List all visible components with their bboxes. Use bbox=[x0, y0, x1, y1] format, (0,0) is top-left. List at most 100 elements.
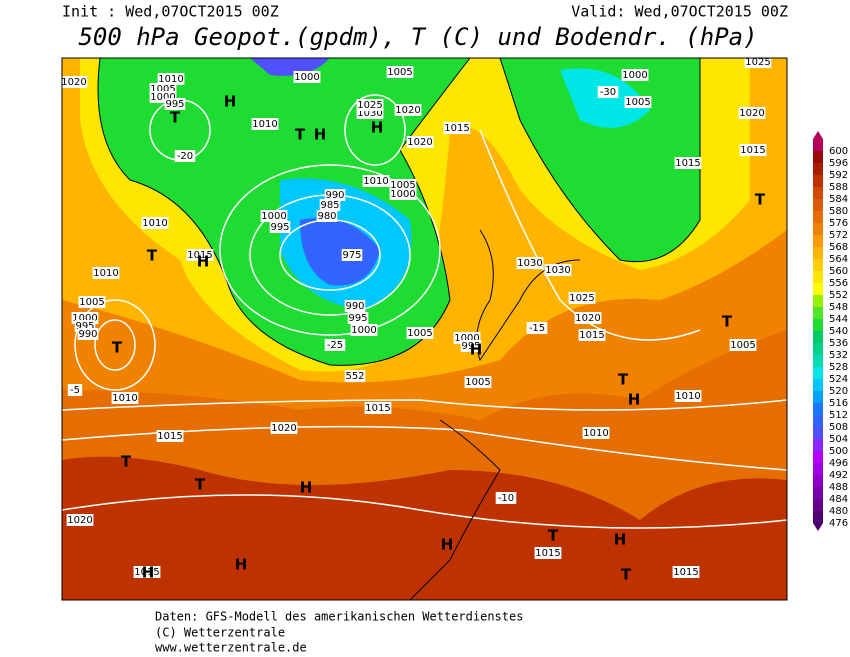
map-label: 1015 bbox=[134, 567, 159, 578]
map-label: 1010 bbox=[158, 74, 183, 85]
label-box bbox=[157, 73, 185, 85]
map-label: 995 bbox=[348, 313, 367, 324]
label-box bbox=[141, 217, 169, 229]
colorbar-swatch bbox=[813, 391, 823, 403]
label-box bbox=[516, 257, 544, 269]
colorbar-swatch bbox=[813, 163, 823, 175]
colorbar-label: 516 bbox=[829, 398, 848, 409]
map-label: 990 bbox=[325, 190, 344, 201]
map-label: 995 bbox=[165, 99, 184, 110]
label-box bbox=[674, 390, 702, 402]
label-box bbox=[324, 189, 346, 201]
pressure-center: T bbox=[722, 313, 733, 331]
colorbar-label: 600 bbox=[829, 146, 848, 157]
pressure-center: H bbox=[197, 253, 210, 271]
label-box bbox=[316, 210, 338, 222]
label-box bbox=[67, 384, 83, 396]
colorbar-label: 576 bbox=[829, 218, 848, 229]
map-label: 1000 bbox=[390, 189, 415, 200]
label-box bbox=[78, 296, 106, 308]
colorbar-swatch bbox=[813, 223, 823, 235]
label-box bbox=[251, 118, 279, 130]
label-box bbox=[526, 322, 548, 334]
map-label: 1000 bbox=[622, 70, 647, 81]
map-label: 1015 bbox=[673, 567, 698, 578]
label-box bbox=[356, 99, 384, 111]
map-label: -30 bbox=[600, 87, 616, 98]
colorbar-arrow-bottom bbox=[813, 523, 823, 531]
map-label: 1015 bbox=[535, 548, 560, 559]
colorbar-label: 572 bbox=[829, 230, 848, 241]
map-label: 1010 bbox=[675, 391, 700, 402]
label-box bbox=[460, 340, 482, 352]
map-label: 1010 bbox=[252, 119, 277, 130]
map-frame bbox=[61, 57, 788, 601]
cold-core-east bbox=[560, 68, 650, 128]
pressure-center: H bbox=[314, 126, 327, 144]
colorbar-label: 584 bbox=[829, 194, 848, 205]
label-box bbox=[621, 69, 649, 81]
colorbar-label: 564 bbox=[829, 254, 848, 265]
colorbar-swatch bbox=[813, 463, 823, 475]
map-label: 1005 bbox=[407, 328, 432, 339]
colorbar-label: 508 bbox=[829, 422, 848, 433]
label-box bbox=[386, 66, 414, 78]
map-label: 1030 bbox=[517, 258, 542, 269]
pressure-center: T bbox=[170, 109, 181, 127]
label-box bbox=[344, 300, 366, 312]
map-label: 1030 bbox=[357, 108, 382, 119]
colorbar-label: 588 bbox=[829, 182, 848, 193]
colorbar-swatch bbox=[813, 487, 823, 499]
map-label: 1000 bbox=[72, 313, 97, 324]
label-box bbox=[319, 199, 341, 211]
pressure-center: H bbox=[470, 341, 483, 359]
label-box bbox=[744, 58, 772, 68]
map-label: -20 bbox=[177, 151, 193, 162]
label-box bbox=[66, 514, 94, 526]
colorbar-swatch bbox=[813, 451, 823, 463]
colorbar-label: 536 bbox=[829, 338, 848, 349]
label-box bbox=[324, 339, 346, 351]
footer-url: www.wetterzentrale.de bbox=[155, 641, 307, 655]
colorbar-label: 560 bbox=[829, 266, 848, 277]
pressure-center: H bbox=[441, 536, 454, 554]
label-box bbox=[156, 430, 184, 442]
label-box bbox=[574, 312, 602, 324]
map-label: 1020 bbox=[407, 137, 432, 148]
colorbar-label: 524 bbox=[829, 374, 848, 385]
label-box bbox=[133, 566, 161, 578]
map-label: 1025 bbox=[569, 293, 594, 304]
pressure-center: T bbox=[121, 453, 132, 471]
colorbar-label: 528 bbox=[829, 362, 848, 373]
label-box bbox=[77, 328, 99, 340]
colorbar: 6005965925885845805765725685645605565525… bbox=[813, 131, 848, 531]
pressure-center: T bbox=[195, 476, 206, 494]
colorbar-swatch bbox=[813, 247, 823, 259]
label-box bbox=[362, 175, 390, 187]
map-label: 1005 bbox=[79, 297, 104, 308]
pressure-center: T bbox=[621, 566, 632, 584]
label-box bbox=[341, 249, 363, 261]
label-box bbox=[394, 104, 422, 116]
init-time: Init : Wed,07OCT2015 00Z bbox=[62, 3, 279, 21]
map-label: 1010 bbox=[583, 428, 608, 439]
pressure-center: H bbox=[371, 119, 384, 137]
map-title: 500 hPa Geopot.(gpdm), T (C) und Bodendr… bbox=[78, 23, 757, 51]
colorbar-arrow-top bbox=[813, 131, 823, 139]
colorbar-swatch bbox=[813, 343, 823, 355]
label-box bbox=[582, 427, 610, 439]
colorbar-label: 596 bbox=[829, 158, 848, 169]
label-box bbox=[164, 98, 186, 110]
colorbar-swatch bbox=[813, 307, 823, 319]
map-label: 995 bbox=[461, 341, 480, 352]
map-label: 1020 bbox=[395, 105, 420, 116]
colorbar-label: 592 bbox=[829, 170, 848, 181]
colorbar-swatch bbox=[813, 511, 823, 523]
map-label: -15 bbox=[529, 323, 545, 334]
colorbar-label: 532 bbox=[829, 350, 848, 361]
map-label: -5 bbox=[70, 385, 80, 396]
map-label: 1005 bbox=[625, 97, 650, 108]
label-box bbox=[443, 122, 471, 134]
label-box bbox=[672, 566, 700, 578]
